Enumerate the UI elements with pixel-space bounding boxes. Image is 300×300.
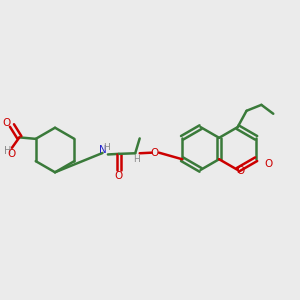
Text: N: N (99, 145, 106, 155)
Text: H: H (133, 155, 140, 164)
Text: H: H (4, 146, 11, 156)
Text: O: O (2, 118, 11, 128)
Text: O: O (115, 170, 123, 181)
Text: O: O (265, 159, 273, 170)
Text: O: O (236, 167, 245, 176)
Text: O: O (8, 149, 16, 159)
Text: H: H (103, 143, 110, 152)
Text: O: O (150, 148, 159, 158)
